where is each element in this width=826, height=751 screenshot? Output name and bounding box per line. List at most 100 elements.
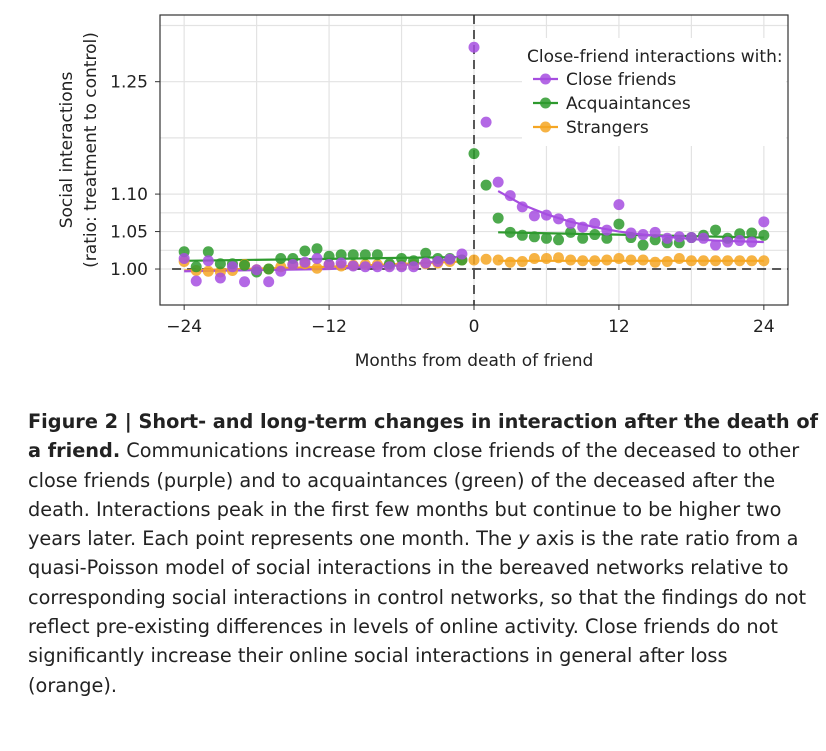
point-acquaintances (528, 231, 540, 243)
x-tick-label: −24 (166, 317, 202, 337)
point-strangers (685, 255, 697, 267)
point-acquaintances (396, 253, 408, 265)
x-tick-label: 12 (608, 317, 630, 337)
point-close-friends (263, 276, 275, 288)
point-close-friends (758, 216, 770, 228)
point-acquaintances (275, 253, 287, 265)
legend-title: Close-friend interactions with: (527, 47, 783, 67)
point-close-friends (408, 261, 420, 273)
point-close-friends (673, 231, 685, 243)
point-close-friends (468, 41, 480, 53)
point-acquaintances (492, 212, 504, 224)
point-strangers (540, 253, 552, 265)
point-close-friends (299, 256, 311, 268)
point-acquaintances (335, 249, 347, 261)
point-strangers (613, 253, 625, 265)
point-close-friends (504, 190, 516, 202)
point-strangers (661, 256, 673, 268)
point-acquaintances (214, 258, 226, 270)
point-strangers (601, 254, 613, 266)
point-close-friends (214, 272, 226, 284)
point-close-friends (553, 213, 565, 225)
point-strangers (758, 255, 770, 267)
point-close-friends (396, 261, 408, 273)
caption-text-1: Communications increase from close frien… (28, 439, 800, 551)
point-close-friends (347, 260, 359, 272)
point-acquaintances (190, 261, 202, 273)
point-strangers (577, 255, 589, 267)
y-tick-label: 1.25 (110, 73, 148, 93)
point-acquaintances (299, 245, 311, 257)
point-close-friends (311, 253, 323, 265)
point-close-friends (359, 261, 371, 273)
point-acquaintances (420, 247, 432, 259)
caption-italic: y (518, 527, 530, 551)
y-tick-label: 1.05 (110, 223, 148, 243)
point-close-friends (371, 261, 383, 273)
point-strangers (673, 253, 685, 265)
x-tick-label: 0 (469, 317, 480, 337)
point-close-friends (722, 236, 734, 248)
point-acquaintances (239, 259, 251, 271)
point-close-friends (577, 221, 589, 233)
point-acquaintances (371, 249, 383, 261)
point-acquaintances (347, 249, 359, 261)
point-strangers (649, 256, 661, 268)
caption-text-2: axis is the rate ratio from a quasi-Pois… (28, 527, 807, 697)
point-acquaintances (589, 229, 601, 241)
legend-label: Close friends (566, 70, 676, 90)
data-points (178, 41, 770, 288)
point-acquaintances (710, 224, 722, 236)
point-close-friends (734, 235, 746, 247)
point-acquaintances (637, 239, 649, 251)
point-close-friends (625, 227, 637, 239)
point-close-friends (456, 248, 468, 260)
legend-marker (540, 121, 551, 133)
point-acquaintances (323, 250, 335, 262)
point-acquaintances (540, 232, 552, 244)
figure-caption: Figure 2 | Short- and long-term changes … (28, 407, 818, 700)
point-close-friends (613, 199, 625, 211)
y-tick-label: 1.10 (110, 185, 148, 205)
point-close-friends (239, 276, 251, 288)
y-axis-label-line2: (ratio: treatment to control) (81, 32, 101, 268)
point-close-friends (492, 176, 504, 188)
point-acquaintances (601, 232, 613, 244)
point-close-friends (420, 257, 432, 269)
point-strangers (553, 252, 565, 264)
legend-label: Strangers (566, 118, 649, 138)
point-acquaintances (359, 249, 371, 261)
axis-ticks: −24 −12 0 12 24 1.00 1.05 1.10 1.25 (110, 73, 775, 337)
point-close-friends (528, 210, 540, 222)
point-close-friends (190, 275, 202, 287)
point-close-friends (710, 239, 722, 251)
point-close-friends (335, 257, 347, 269)
y-tick-label: 1.00 (110, 260, 148, 280)
legend-marker (540, 73, 551, 85)
point-close-friends (661, 232, 673, 244)
point-close-friends (685, 232, 697, 244)
point-strangers (528, 253, 540, 265)
legend: Close-friend interactions with: Close fr… (522, 38, 786, 146)
legend-label: Acquaintances (566, 94, 691, 114)
caption-title: Figure 2 | Short- and long-term changes … (28, 410, 818, 463)
point-strangers (589, 255, 601, 267)
point-strangers (516, 256, 528, 268)
point-acquaintances (746, 227, 758, 239)
point-close-friends (275, 265, 287, 277)
point-acquaintances (263, 263, 275, 275)
point-acquaintances (504, 226, 516, 238)
point-close-friends (516, 201, 528, 213)
fit-line-acquaintances (184, 255, 462, 262)
point-close-friends (697, 232, 709, 244)
point-close-friends (637, 229, 649, 241)
point-acquaintances (565, 226, 577, 238)
point-close-friends (178, 253, 190, 265)
point-strangers (722, 255, 734, 267)
point-close-friends (287, 259, 299, 271)
point-strangers (710, 255, 722, 267)
point-close-friends (432, 256, 444, 268)
point-acquaintances (311, 243, 323, 255)
point-close-friends (202, 255, 214, 267)
point-close-friends (589, 217, 601, 229)
